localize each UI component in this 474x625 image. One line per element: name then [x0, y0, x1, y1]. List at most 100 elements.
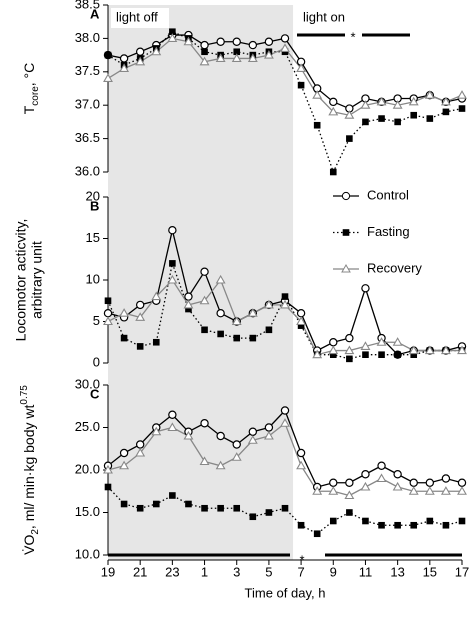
panel-label: B [90, 198, 99, 213]
marker [458, 517, 466, 525]
marker [280, 299, 290, 309]
marker [135, 56, 146, 66]
y-tick-label: 20.0 [75, 461, 100, 476]
marker [152, 338, 160, 346]
marker [215, 274, 226, 284]
marker [297, 521, 305, 529]
marker [394, 521, 401, 529]
marker [263, 430, 274, 440]
marker [183, 36, 194, 46]
marker [376, 473, 387, 483]
marker [151, 291, 162, 301]
marker [249, 334, 257, 342]
marker [362, 517, 369, 525]
marker [440, 345, 451, 355]
marker [362, 118, 369, 126]
marker [169, 260, 176, 267]
series-line [107, 260, 462, 360]
marker [217, 330, 224, 338]
marker [183, 299, 194, 309]
annotation: light off [116, 9, 158, 24]
marker [408, 486, 419, 495]
marker [151, 46, 162, 56]
marker [328, 345, 339, 355]
panel-label: C [90, 386, 100, 401]
marker [378, 351, 385, 358]
marker [281, 293, 289, 300]
marker [264, 423, 274, 432]
marker [231, 316, 242, 326]
marker [378, 521, 385, 529]
y-tick-label: 36.0 [75, 163, 100, 178]
marker [185, 305, 192, 313]
y-axis-label-part: 0.75 [19, 385, 30, 405]
marker [167, 33, 178, 42]
marker [280, 34, 290, 43]
marker [185, 500, 192, 508]
marker [329, 517, 337, 525]
marker [120, 500, 128, 508]
y-tick-label: 10 [86, 271, 100, 286]
marker [361, 284, 370, 293]
marker [426, 115, 434, 122]
marker [378, 115, 385, 122]
y-axis-label-part: 2 [30, 529, 41, 535]
y-axis-label-part: V̇O [21, 535, 37, 555]
x-tick-label: 23 [165, 564, 179, 579]
marker [345, 333, 354, 343]
marker [329, 351, 337, 358]
marker [136, 504, 144, 512]
marker [296, 309, 306, 318]
legend-label: Recovery [367, 260, 422, 275]
y-tick-label: 37.5 [75, 63, 100, 78]
marker [135, 300, 145, 310]
x-tick-label: 21 [133, 564, 147, 579]
marker [201, 326, 208, 334]
marker [346, 355, 353, 363]
marker [329, 338, 338, 347]
marker [249, 513, 257, 521]
marker [200, 40, 209, 50]
marker [408, 96, 419, 106]
annotation: * [350, 29, 355, 44]
marker [296, 448, 306, 458]
marker [248, 40, 258, 50]
marker [167, 422, 178, 432]
y-axis-label-part: , °C [21, 63, 37, 87]
x-tick-label: 13 [390, 564, 404, 579]
marker [392, 337, 403, 346]
marker [264, 37, 274, 46]
marker [296, 316, 307, 326]
x-axis-label: Time of day, h [245, 585, 326, 600]
marker [346, 509, 353, 516]
marker [103, 316, 113, 326]
marker [136, 343, 144, 350]
marker [199, 295, 210, 305]
legend-marker [342, 229, 350, 236]
marker [233, 504, 241, 512]
marker [247, 435, 258, 444]
marker [344, 490, 355, 500]
marker [233, 48, 241, 56]
y-tick-label: 20 [86, 188, 100, 203]
y-axis-label: arbitrary unit [29, 241, 45, 319]
marker [135, 447, 146, 457]
marker [248, 427, 258, 436]
marker [263, 49, 274, 59]
x-tick-label: 11 [359, 564, 373, 579]
marker [408, 345, 419, 355]
marker [410, 351, 418, 358]
marker [394, 351, 401, 358]
marker [104, 483, 112, 491]
marker [216, 309, 225, 318]
y-axis-label-part: core [30, 86, 41, 106]
y-tick-label: 38.5 [75, 0, 100, 11]
legend-label: Control [367, 187, 409, 202]
marker [425, 478, 435, 487]
x-tick-label: 5 [265, 564, 272, 579]
marker [280, 418, 290, 427]
y-tick-label: 37.0 [75, 97, 100, 112]
marker [360, 341, 371, 350]
marker [426, 517, 434, 525]
marker [329, 97, 338, 107]
